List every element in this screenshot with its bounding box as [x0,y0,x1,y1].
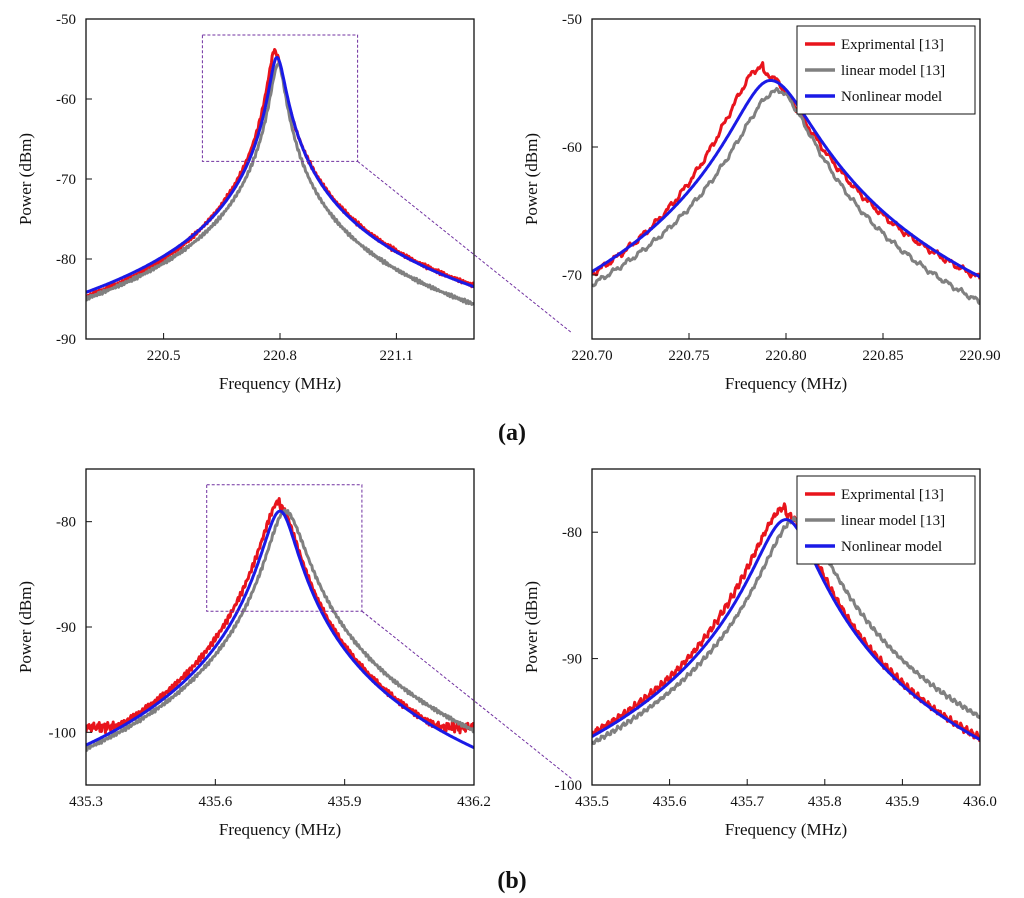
y-tick-label: -50 [562,12,582,28]
zoom-box [201,34,359,162]
series-line [86,509,474,750]
x-tick-label: 435.3 [69,794,103,810]
y-axis-label: Power (dBm) [16,581,35,673]
y-tick-label: -60 [562,140,582,156]
y-tick-label: -100 [555,778,583,794]
x-tick-label: 220.85 [862,348,903,364]
legend: Exprimental [13] linear model [13] Nonline… [796,25,976,115]
legend-label: Exprimental [13] [841,487,944,503]
series-line [592,78,980,279]
chart-a-right: 220.70 220.75 220.80 220.85 220.90 -70 -60 -50 F… [522,12,1001,393]
y-tick-label: -60 [56,92,76,108]
x-tick-label: 435.9 [328,794,362,810]
legend-label: Exprimental [13] [841,37,944,53]
series-line [592,516,980,746]
x-tick-label: 435.6 [653,794,687,810]
x-axis-label: Frequency (MHz) [219,820,341,839]
x-tick-label: 436.0 [963,794,997,810]
y-tick-label: -70 [56,172,76,188]
y-tick-label: -90 [56,332,76,348]
x-axis-label: Frequency (MHz) [219,374,341,393]
x-tick-label: 435.8 [808,794,842,810]
zoom-connectors [357,161,573,780]
y-tick-label: -100 [49,725,77,741]
series-line [592,87,980,305]
x-tick-label: 435.7 [730,794,764,810]
chart-b-left: 435.3 435.6 435.9 436.2 -100 -90 -80 Frequency … [16,468,491,839]
x-tick-label: 220.75 [668,348,709,364]
series-line [86,497,474,735]
plot-frame [591,468,981,786]
panel-label-a: (a) [498,420,526,446]
zoom-box [206,484,363,612]
y-axis-label: Power (dBm) [16,133,35,225]
legend: Exprimental [13] linear model [13] Nonline… [796,475,976,565]
x-tick-label: 220.90 [959,348,1000,364]
zoom-connector-line [357,161,573,334]
legend-label: linear model [13] [841,63,945,79]
series-line [86,48,474,299]
series-group [86,497,474,752]
series-group [86,48,474,306]
y-axis-label: Power (dBm) [522,133,541,225]
x-tick-label: 220.8 [263,348,297,364]
x-tick-label: 435.6 [198,794,232,810]
y-tick-label: -80 [562,525,582,541]
x-axis-label: Frequency (MHz) [725,374,847,393]
series-group [592,61,980,305]
legend-label: linear model [13] [841,513,945,529]
x-tick-label: 435.5 [575,794,609,810]
series-line [592,518,980,741]
series-group [592,502,980,746]
x-tick-label: 221.1 [380,348,414,364]
y-tick-label: -90 [56,620,76,636]
x-tick-label: 220.70 [571,348,612,364]
chart-a-left: 220.5 220.8 221.1 -90 -80 -70 -60 -50 Frequency … [16,12,475,393]
chart-b-right: 435.5 435.6 435.7 435.8 435.9 436.0 -100 -90 -80… [522,468,997,839]
y-tick-label: -90 [562,652,582,668]
legend-label: Nonlinear model [841,539,942,555]
x-tick-label: 220.5 [147,348,181,364]
y-tick-label: -50 [56,12,76,28]
y-tick-label: -70 [562,268,582,284]
x-tick-label: 220.80 [765,348,806,364]
y-tick-label: -80 [56,515,76,531]
legend-label: Nonlinear model [841,89,942,105]
x-tick-label: 435.9 [886,794,920,810]
series-line [86,508,474,752]
x-tick-label: 436.2 [457,794,491,810]
y-tick-label: -80 [56,252,76,268]
x-axis-label: Frequency (MHz) [725,820,847,839]
series-line [86,55,474,294]
y-axis-label: Power (dBm) [522,581,541,673]
panel-label-b: (b) [497,868,526,894]
